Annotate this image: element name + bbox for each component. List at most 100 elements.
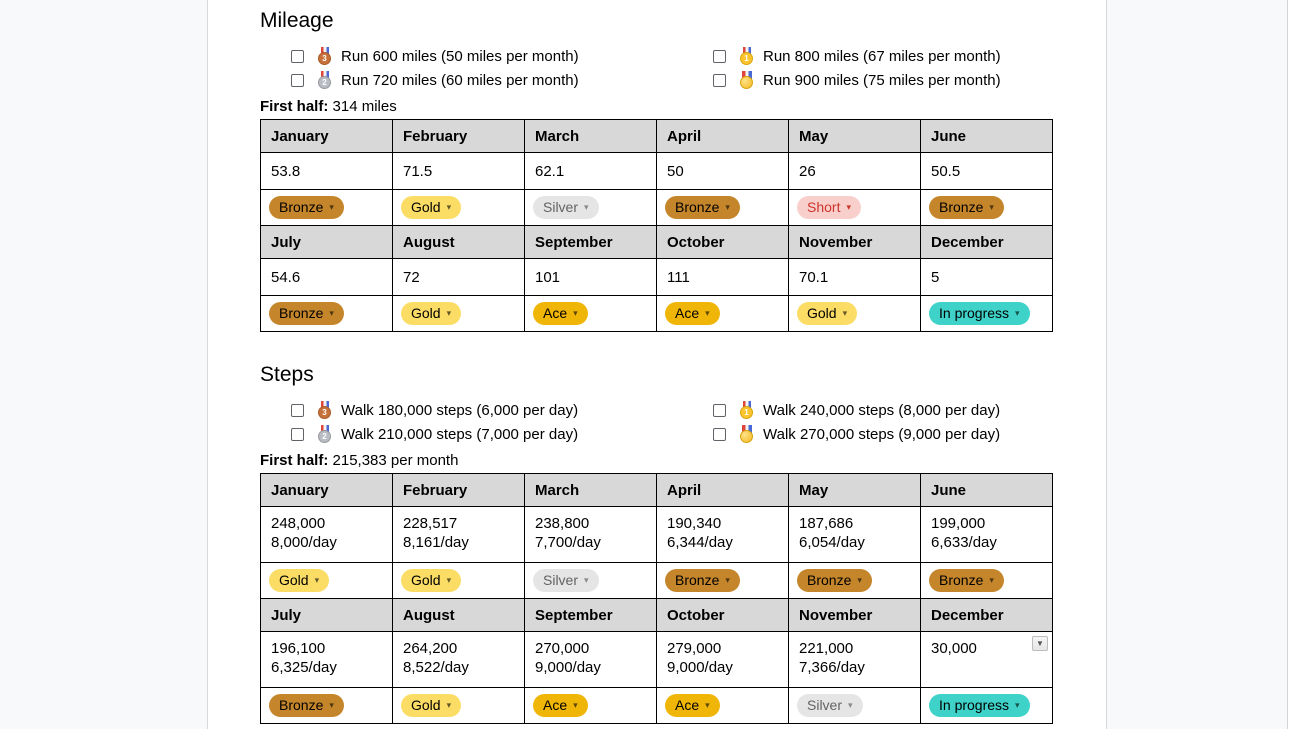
value-cell[interactable]: 26	[788, 152, 921, 190]
table-value-row: 196,100 6,325/day 264,200 8,522/day 270,00…	[260, 631, 1053, 688]
value-cell[interactable]: 101	[524, 258, 657, 296]
status-badge[interactable]: Ace ▾	[533, 302, 588, 325]
dropdown-arrow-icon: ▾	[314, 574, 320, 585]
goal-checkbox[interactable]	[291, 427, 304, 441]
mileage-goal-checklist: 3 Run 600 miles (50 miles per month) 2 R…	[291, 44, 1106, 92]
badge-cell: Silver ▾	[524, 562, 657, 599]
goal-checkbox[interactable]	[713, 73, 726, 87]
goal-label: Run 900 miles (75 miles per month)	[763, 71, 1001, 89]
goal-item: 3 Walk 180,000 steps (6,000 per day)	[291, 398, 713, 422]
dropdown-arrow-icon: ▾	[446, 307, 452, 318]
silver-medal-icon: 2	[317, 71, 333, 89]
mileage-table: January February March April May June 53…	[260, 119, 1053, 332]
silver-medal-icon: 2	[317, 425, 333, 443]
value-cell[interactable]: 279,000 9,000/day	[656, 631, 789, 688]
month-header: April	[656, 119, 789, 153]
goal-checkbox[interactable]	[713, 49, 726, 63]
value-cell[interactable]: 30,000 ▼	[920, 631, 1053, 688]
status-badge[interactable]: In progress ▾	[929, 694, 1030, 717]
value-cell[interactable]: 221,000 7,366/day	[788, 631, 921, 688]
status-badge[interactable]: Bronze ▾	[269, 302, 344, 325]
dropdown-arrow-icon: ▾	[573, 699, 578, 710]
status-badge[interactable]: Bronze ▾	[269, 694, 344, 717]
status-badge[interactable]: Bronze ▾	[665, 196, 740, 219]
value-cell[interactable]: 50	[656, 152, 789, 190]
value-cell[interactable]: 228,517 8,161/day	[392, 506, 525, 563]
status-badge[interactable]: Gold ▾	[401, 694, 462, 717]
goal-label: Walk 210,000 steps (7,000 per day)	[341, 425, 579, 443]
dropdown-arrow-icon: ▾	[446, 574, 452, 585]
dropdown-arrow-icon: ▼	[1036, 639, 1044, 648]
month-header: March	[524, 473, 657, 507]
value-cell[interactable]: 187,686 6,054/day	[788, 506, 921, 563]
value-cell[interactable]: 190,340 6,344/day	[656, 506, 789, 563]
status-badge[interactable]: Gold ▾	[797, 302, 858, 325]
dropdown-arrow-icon: ▾	[329, 699, 334, 710]
status-badge[interactable]: Silver ▾	[797, 694, 863, 717]
dropdown-arrow-icon: ▾	[705, 307, 710, 318]
dropdown-arrow-icon: ▾	[989, 574, 994, 585]
value-cell[interactable]: 264,200 8,522/day	[392, 631, 525, 688]
value-cell[interactable]: 199,000 6,633/day	[920, 506, 1053, 563]
value-cell[interactable]: 5	[920, 258, 1053, 296]
value-cell[interactable]: 54.6	[260, 258, 393, 296]
badge-cell: Silver ▾	[524, 189, 657, 226]
status-badge[interactable]: Ace ▾	[533, 694, 588, 717]
goal-checkbox[interactable]	[291, 403, 304, 417]
value-cell[interactable]: 62.1	[524, 152, 657, 190]
status-badge[interactable]: Ace ▾	[665, 302, 720, 325]
status-badge[interactable]: Silver ▾	[533, 569, 599, 592]
value-cell[interactable]: 270,000 9,000/day	[524, 631, 657, 688]
month-header: January	[260, 119, 393, 153]
goal-checkbox[interactable]	[713, 427, 726, 441]
status-badge[interactable]: Short ▾	[797, 196, 861, 219]
value-cell[interactable]: 71.5	[392, 152, 525, 190]
goal-item: 1 Walk 240,000 steps (8,000 per day)	[713, 398, 1106, 422]
status-badge[interactable]: Silver ▾	[533, 196, 599, 219]
section-mileage: Mileage 3 Run 600 miles (50 miles per mo…	[260, 8, 1106, 332]
status-badge[interactable]: In progress ▾	[929, 302, 1030, 325]
value-cell[interactable]: 72	[392, 258, 525, 296]
goal-checkbox[interactable]	[291, 49, 304, 63]
value-cell[interactable]: 196,100 6,325/day	[260, 631, 393, 688]
value-cell[interactable]: 238,800 7,700/day	[524, 506, 657, 563]
status-badge[interactable]: Gold ▾	[401, 196, 462, 219]
status-badge[interactable]: Ace ▾	[665, 694, 720, 717]
value-cell[interactable]: 70.1	[788, 258, 921, 296]
goal-item: Walk 270,000 steps (9,000 per day)	[713, 422, 1106, 446]
status-badge[interactable]: Gold ▾	[401, 569, 462, 592]
status-badge[interactable]: Bronze ▾	[665, 569, 740, 592]
badge-cell: Bronze ▾	[656, 562, 789, 599]
first-half-summary: First half: 314 miles	[260, 98, 1106, 115]
month-header: December	[920, 225, 1053, 259]
dropdown-arrow-icon: ▾	[857, 574, 862, 585]
status-badge[interactable]: Bronze ▾	[797, 569, 872, 592]
document-page: Mileage 3 Run 600 miles (50 miles per mo…	[207, 0, 1107, 729]
goal-checkbox[interactable]	[291, 73, 304, 87]
value-cell[interactable]: 111	[656, 258, 789, 296]
dropdown-arrow-icon: ▾	[848, 699, 853, 710]
status-badge[interactable]: Gold ▾	[269, 569, 330, 592]
scrollbar-track[interactable]	[1287, 0, 1296, 729]
table-badge-row: Gold ▾ Gold ▾ Silver ▾ Bronze ▾ Bronze ▾ Bron…	[260, 562, 1053, 599]
badge-cell: Bronze ▾	[920, 189, 1053, 226]
dropdown-arrow-icon: ▾	[584, 201, 589, 212]
cell-dropdown-button[interactable]: ▼	[1032, 636, 1048, 651]
badge-cell: Bronze ▾	[260, 295, 393, 332]
steps-goal-checklist: 3 Walk 180,000 steps (6,000 per day) 2 W…	[291, 398, 1106, 446]
value-cell[interactable]: 50.5	[920, 152, 1053, 190]
goal-checkbox[interactable]	[713, 403, 726, 417]
status-badge[interactable]: Gold ▾	[401, 302, 462, 325]
value-cell[interactable]: 53.8	[260, 152, 393, 190]
status-badge[interactable]: Bronze ▾	[929, 569, 1004, 592]
badge-cell: Ace ▾	[524, 295, 657, 332]
month-header: July	[260, 598, 393, 632]
goal-label: Run 600 miles (50 miles per month)	[341, 47, 579, 65]
status-badge[interactable]: Bronze ▾	[269, 196, 344, 219]
bronze-medal-icon: 3	[317, 47, 333, 65]
dropdown-arrow-icon: ▾	[1015, 699, 1020, 710]
month-header: February	[392, 119, 525, 153]
value-cell[interactable]: 248,000 8,000/day	[260, 506, 393, 563]
table-badge-row: Bronze ▾ Gold ▾ Silver ▾ Bronze ▾ Short ▾ Bro…	[260, 189, 1053, 226]
status-badge[interactable]: Bronze ▾	[929, 196, 1004, 219]
